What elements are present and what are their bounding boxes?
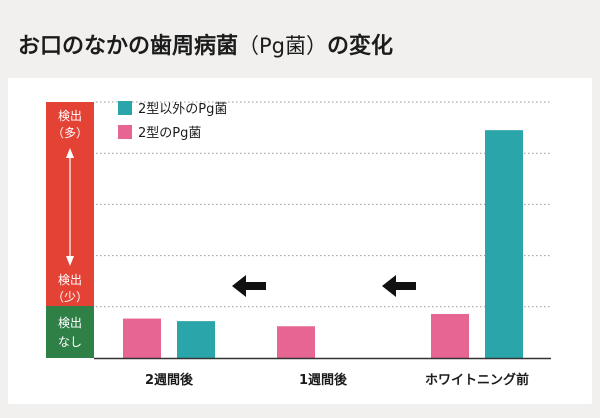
y-label-high-1: 検出 bbox=[58, 109, 82, 123]
y-label-none-2: なし bbox=[58, 335, 82, 349]
y-label-low-2: （少） bbox=[52, 290, 88, 304]
title-pg: Pg菌 bbox=[259, 34, 307, 58]
bar-teal-2 bbox=[485, 130, 523, 358]
legend-label-1: 2型のPg菌 bbox=[138, 126, 201, 141]
legend-swatch-0 bbox=[118, 101, 132, 115]
y-range-arrow-up bbox=[66, 148, 74, 158]
x-tick-label-1: 1週間後 bbox=[299, 372, 348, 388]
left-arrow-1 bbox=[382, 275, 416, 297]
legend: 2型以外のPg菌 2型のPg菌 bbox=[118, 101, 227, 141]
y-label-none-1: 検出 bbox=[58, 316, 82, 330]
bar-pink-1 bbox=[277, 326, 315, 358]
y-label-low-1: 検出 bbox=[58, 273, 82, 287]
legend-swatch-1 bbox=[118, 125, 132, 139]
bar-pink-0 bbox=[123, 318, 161, 358]
legend-label-0: 2型以外のPg菌 bbox=[138, 102, 227, 117]
title-paren-open: （ bbox=[238, 34, 260, 58]
y-band-none bbox=[46, 306, 94, 358]
y-label-high-2: （多） bbox=[52, 126, 88, 140]
annotations bbox=[232, 275, 416, 297]
y-range-arrow-down bbox=[66, 256, 74, 266]
bar-pink-2 bbox=[431, 313, 469, 358]
x-tick-label-2: ホワイトニング前 bbox=[425, 372, 529, 388]
x-tick-label-0: 2週間後 bbox=[145, 372, 194, 388]
title-main: お口のなかの歯周病菌 bbox=[18, 34, 239, 59]
left-arrow-0 bbox=[232, 275, 266, 297]
bars bbox=[123, 130, 523, 358]
title-suffix: の変化 bbox=[327, 34, 394, 59]
title-paren-close: ） bbox=[306, 34, 328, 58]
page-title: お口のなかの歯周病菌（Pg菌）の変化 bbox=[18, 28, 393, 60]
bar-teal-0 bbox=[177, 321, 215, 358]
x-axis: 2週間後 1週間後 ホワイトニング前 bbox=[94, 357, 551, 388]
